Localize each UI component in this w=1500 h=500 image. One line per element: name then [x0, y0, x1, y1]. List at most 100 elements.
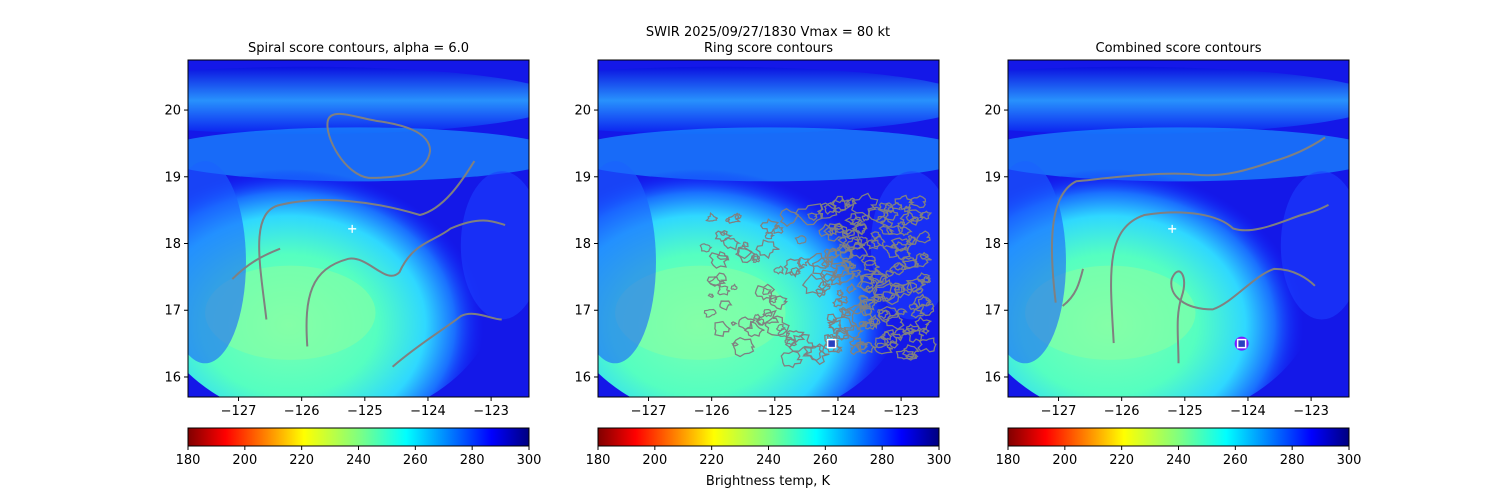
ring-contour — [848, 262, 857, 270]
ring-contour — [716, 250, 729, 260]
x-tick-label: −123 — [473, 404, 509, 419]
ring-contour — [768, 295, 789, 311]
x-tick-label: −126 — [1104, 404, 1140, 419]
ring-contour — [755, 318, 766, 326]
ring-contour — [708, 276, 723, 287]
colorbar-tick-label: 200 — [642, 453, 667, 468]
ring-contour — [885, 313, 905, 330]
ring-contour — [705, 212, 718, 222]
ring-contour — [917, 296, 933, 308]
colorbar-tick-label: 200 — [1052, 453, 1077, 468]
ring-contour — [835, 328, 850, 341]
ring-contour — [863, 259, 880, 273]
ring-contour — [714, 229, 733, 242]
ring-contour — [871, 268, 887, 283]
ring-contour — [895, 349, 916, 360]
ring-contour — [826, 313, 838, 323]
ring-contour — [785, 329, 806, 343]
ring-contour — [823, 202, 837, 215]
ring-contour — [731, 342, 740, 347]
ring-contour — [897, 220, 907, 230]
ring-contour — [893, 281, 912, 299]
ring-contour — [861, 214, 870, 223]
ring-contour — [762, 287, 773, 296]
ring-contour — [820, 269, 839, 283]
colorbar-tick-label: 200 — [232, 453, 257, 468]
ring-contour — [905, 209, 925, 226]
ring-contour — [836, 243, 851, 254]
ring-contour — [784, 336, 796, 346]
ring-contour — [714, 320, 732, 337]
x-tick-label: −126 — [284, 404, 320, 419]
ring-contour — [894, 194, 915, 211]
ring-contour — [890, 237, 914, 251]
ring-contour — [870, 293, 880, 302]
ring-contour — [878, 223, 895, 235]
ring-contour — [861, 274, 875, 285]
colorbar-tick-label: 300 — [927, 453, 952, 468]
colorbar-tick-label: 180 — [176, 453, 201, 468]
combined-contour — [1061, 268, 1084, 307]
center-plus-marker — [348, 224, 357, 233]
brightness-field — [1008, 60, 1349, 397]
ring-contour — [879, 218, 894, 228]
ring-contour — [802, 345, 825, 361]
axes-frame — [597, 59, 940, 398]
ring-contour — [826, 245, 853, 265]
ring-contour — [842, 229, 856, 239]
panel-spiral: Spiral score contours, alpha = 6.0 −127 −1… — [164, 41, 542, 468]
ring-contour — [833, 223, 843, 231]
spiral-contour — [391, 312, 502, 368]
ring-contour — [878, 305, 902, 322]
ring-contour — [885, 269, 895, 278]
center-plus-marker — [1168, 224, 1177, 233]
ring-contour — [817, 281, 831, 292]
brightness-field — [598, 60, 939, 397]
ring-contour — [838, 306, 850, 316]
ring-contour — [737, 245, 753, 260]
ring-contour — [730, 321, 739, 327]
ring-contour — [909, 216, 920, 223]
ring-contour — [768, 295, 778, 304]
spiral-contour — [305, 219, 506, 347]
contours — [699, 192, 937, 369]
y-tick-label: 19 — [164, 170, 181, 185]
ring-contour — [827, 227, 838, 236]
panel-title: Combined score contours — [1096, 41, 1262, 56]
y-tick-label: 18 — [984, 237, 1001, 252]
colorbar-tick-label: 220 — [1109, 453, 1134, 468]
ring-contour — [873, 342, 894, 355]
ring-contour — [751, 253, 759, 262]
ring-contour — [849, 338, 865, 347]
ring-contour — [836, 289, 844, 297]
ring-contour — [807, 212, 819, 222]
colorbar-tick-label: 300 — [1337, 453, 1362, 468]
ring-contour — [905, 278, 926, 293]
ring-contour — [762, 308, 773, 318]
ring-contour — [757, 309, 780, 326]
ring-contour — [899, 211, 918, 226]
ring-contour — [823, 247, 838, 260]
ring-contour — [802, 343, 830, 366]
ring-contour — [834, 224, 845, 234]
y-tick-label: 20 — [164, 104, 181, 119]
spiral-contour — [231, 247, 281, 280]
ring-contour — [759, 218, 780, 235]
ring-contour — [910, 308, 925, 319]
y-tick-label: 18 — [164, 237, 181, 252]
ring-contour — [849, 216, 865, 227]
ring-contour — [884, 209, 899, 221]
colorbar-tick-label: 300 — [517, 453, 542, 468]
ring-contour — [915, 230, 931, 244]
ring-contour — [886, 224, 902, 236]
y-tick-label: 17 — [574, 304, 591, 319]
ring-contour — [779, 208, 800, 227]
ring-contour — [901, 327, 917, 336]
y-tick-label: 16 — [574, 370, 591, 385]
figure-suptitle: SWIR 2025/09/27/1830 Vmax = 80 kt — [646, 25, 890, 40]
brightness-field — [188, 60, 529, 397]
ring-contour — [867, 314, 881, 325]
ring-contour — [892, 262, 905, 271]
y-tick-label: 18 — [574, 237, 591, 252]
